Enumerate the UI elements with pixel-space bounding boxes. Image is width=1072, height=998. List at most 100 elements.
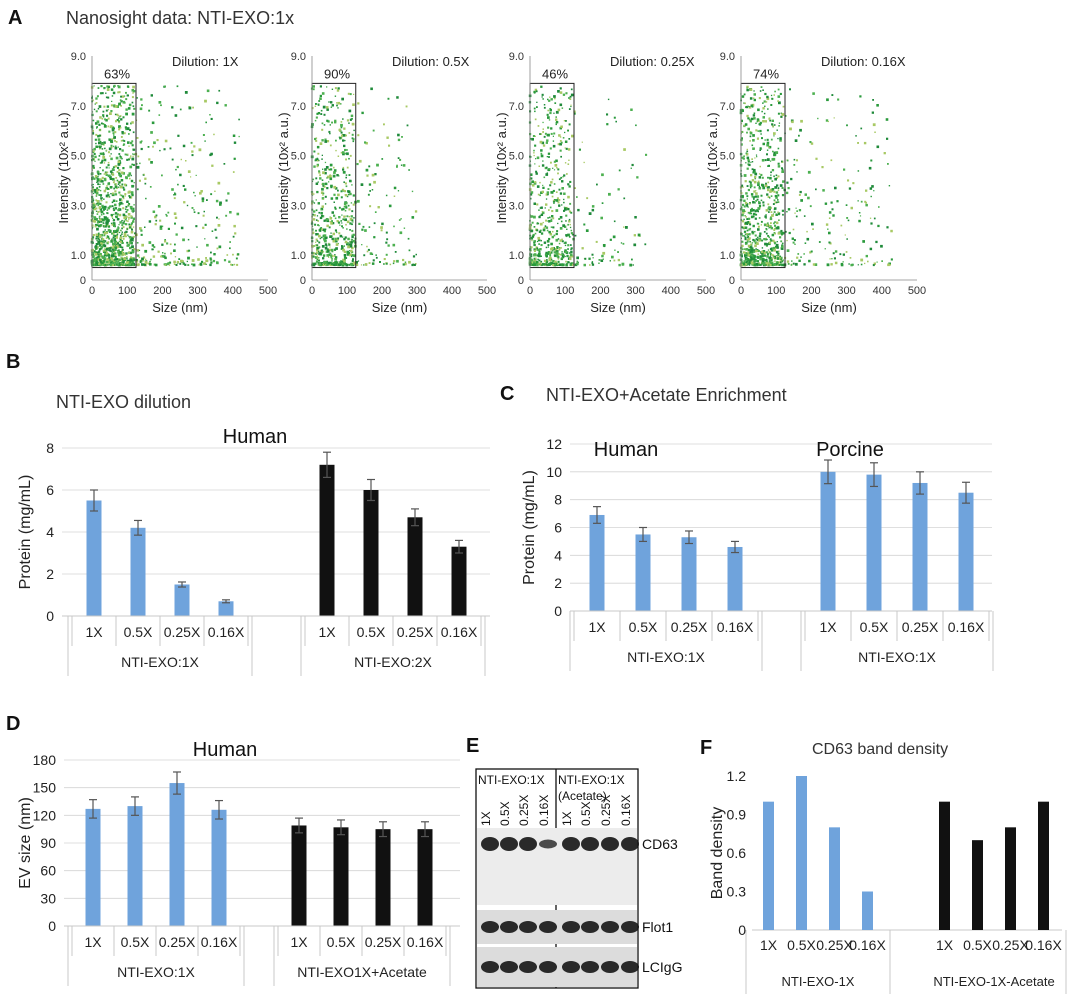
- scatter-point: [747, 117, 750, 120]
- scatter-point: [126, 228, 128, 230]
- scatter-point: [852, 182, 855, 185]
- scatter-point: [324, 195, 327, 198]
- scatter-point: [534, 259, 537, 261]
- scatter-point: [567, 233, 570, 237]
- scatter-point: [317, 233, 319, 235]
- scatter-point: [793, 239, 796, 242]
- scatter-point: [750, 174, 753, 177]
- scatter-point: [796, 210, 798, 212]
- scatter-point: [97, 210, 100, 213]
- scatter-point: [330, 235, 333, 238]
- scatter-point: [184, 188, 187, 191]
- scatter-point: [191, 207, 194, 209]
- scatter-point: [792, 228, 795, 231]
- scatter-point: [756, 238, 759, 242]
- scatter-point: [541, 211, 545, 215]
- scatter-point: [633, 243, 637, 247]
- scatter-point: [92, 202, 95, 206]
- scatter-point: [111, 177, 115, 181]
- scatter-point: [194, 195, 196, 197]
- scatter-point: [317, 152, 320, 155]
- scatter-point: [328, 243, 331, 246]
- scatter-point: [762, 262, 766, 265]
- scatter-point: [129, 225, 132, 228]
- panel-f-title: CD63 band density: [812, 741, 948, 758]
- scatter-point: [116, 113, 119, 116]
- scatter-point: [214, 228, 217, 231]
- scatter-point: [325, 250, 329, 253]
- scatter-point: [204, 238, 206, 240]
- scatter-point: [125, 176, 128, 179]
- scatter-point: [109, 260, 112, 263]
- scatter-point: [807, 196, 810, 200]
- scatter-point: [840, 263, 844, 267]
- y-tick-label: 8: [46, 440, 54, 456]
- scatter-point: [141, 104, 143, 107]
- scatter-point: [324, 203, 327, 205]
- scatter-point: [159, 227, 163, 230]
- scatter-point: [230, 263, 232, 266]
- scatter-point: [749, 120, 752, 123]
- scatter-point: [105, 201, 108, 204]
- scatter-point: [118, 120, 121, 123]
- scatter-point: [98, 186, 101, 188]
- scatter-point: [570, 248, 572, 251]
- scatter-point: [533, 182, 537, 185]
- scatter-point: [583, 161, 585, 164]
- scatter-point: [842, 253, 845, 256]
- scatter-point: [105, 216, 107, 219]
- scatter-point: [91, 226, 94, 229]
- scatter-point: [145, 258, 147, 260]
- scatter-point: [348, 122, 350, 124]
- scatter-point: [164, 256, 167, 260]
- bar: [958, 492, 974, 611]
- scatter-point: [787, 208, 791, 211]
- scatter-point: [330, 248, 334, 252]
- scatter-point: [116, 187, 118, 190]
- scatter-point: [332, 232, 335, 236]
- scatter-point: [563, 192, 566, 195]
- scatter-point: [116, 263, 119, 266]
- scatter-point: [162, 252, 164, 254]
- scatter-point: [105, 252, 108, 255]
- scatter-point: [531, 239, 533, 242]
- scatter-point: [741, 95, 745, 98]
- scatter-point: [868, 166, 872, 170]
- y-tick-label: 1.0: [71, 250, 86, 262]
- scatter-point: [365, 168, 369, 172]
- scatter-point: [534, 163, 536, 165]
- scatter-point: [111, 253, 113, 255]
- y-tick-label: 0: [48, 918, 56, 934]
- scatter-point: [752, 224, 755, 228]
- scatter-point: [341, 225, 343, 228]
- scatter-point: [335, 139, 337, 142]
- scatter-point: [545, 263, 547, 266]
- scatter-point: [340, 248, 343, 250]
- scatter-point: [763, 100, 766, 103]
- scatter-point: [149, 186, 152, 188]
- scatter-point: [357, 134, 360, 137]
- scatter-point: [873, 190, 875, 192]
- scatter-point: [782, 105, 785, 108]
- scatter-point: [754, 217, 757, 220]
- scatter-point: [833, 257, 836, 260]
- scatter-point: [321, 122, 324, 125]
- scatter-point: [753, 190, 756, 193]
- scatter-point: [614, 249, 616, 251]
- scatter-point: [343, 260, 346, 263]
- scatter-point: [130, 261, 133, 264]
- scatter-point: [606, 123, 609, 126]
- scatter-point: [533, 107, 536, 110]
- blot-band: [562, 837, 580, 851]
- scatter-point: [412, 255, 416, 258]
- scatter-point: [366, 174, 369, 177]
- scatter-point: [98, 224, 101, 228]
- scatter-point: [117, 218, 120, 221]
- chart-title: Human: [193, 739, 257, 761]
- scatter-point: [105, 166, 108, 169]
- scatter-point: [351, 234, 353, 236]
- scatter-point: [546, 239, 550, 243]
- scatter-point: [326, 254, 329, 257]
- scatter-point: [538, 230, 542, 233]
